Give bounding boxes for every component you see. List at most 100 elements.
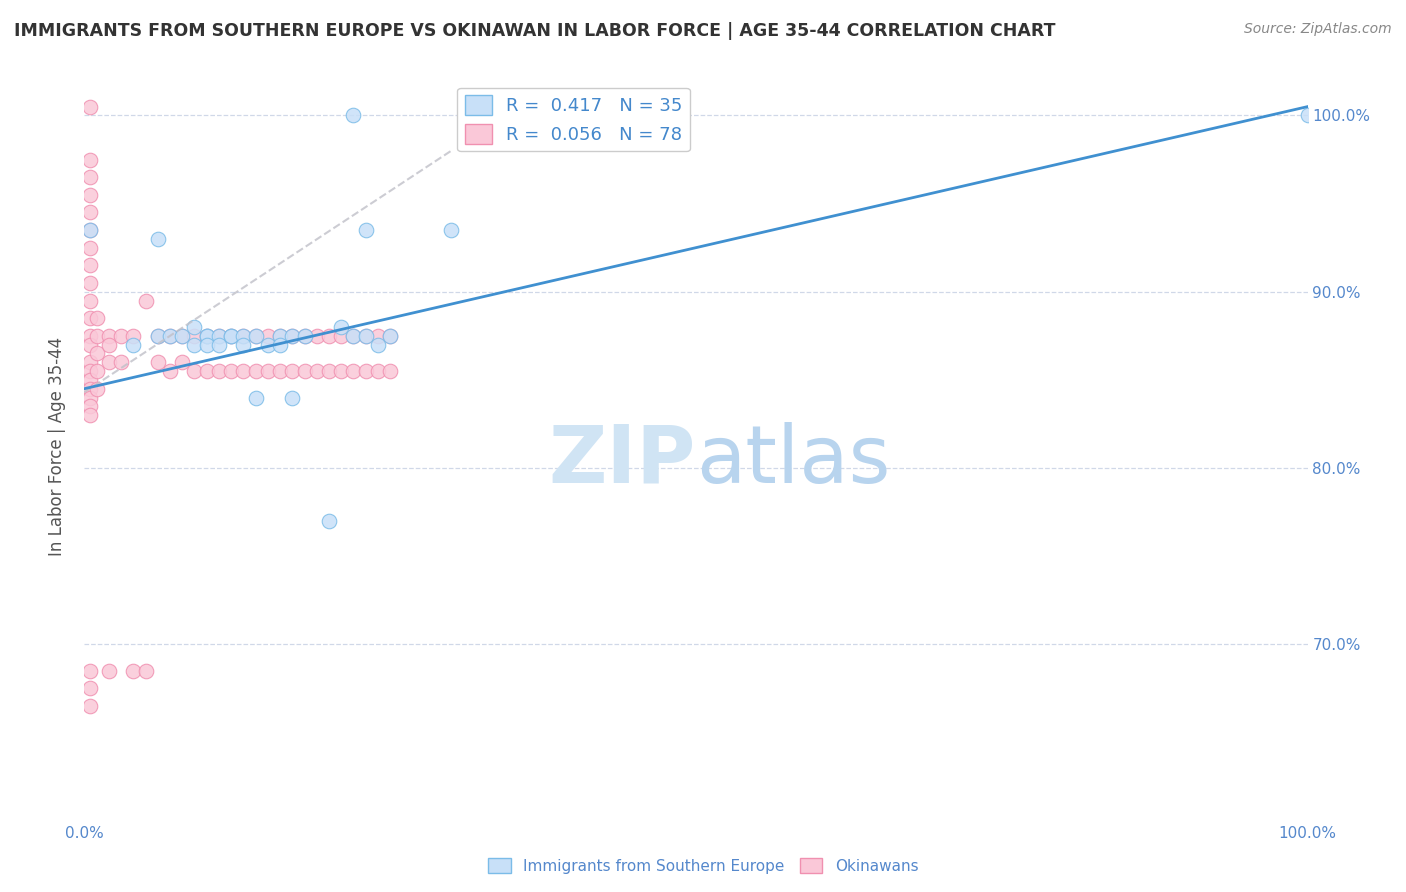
Point xyxy=(305,328,328,343)
Point xyxy=(79,391,101,405)
Point xyxy=(330,328,353,343)
Point xyxy=(79,223,101,237)
Point xyxy=(172,355,194,369)
Point xyxy=(354,364,377,378)
Legend: R =  0.417   N = 35, R =  0.056   N = 78: R = 0.417 N = 35, R = 0.056 N = 78 xyxy=(457,88,690,151)
Point xyxy=(208,328,231,343)
Point xyxy=(219,328,242,343)
Point xyxy=(79,170,101,185)
Point xyxy=(281,364,304,378)
Point xyxy=(79,664,101,678)
Point xyxy=(86,328,108,343)
Point xyxy=(232,364,254,378)
Point xyxy=(318,328,340,343)
Point xyxy=(245,328,267,343)
Point xyxy=(79,293,101,308)
Point xyxy=(330,320,353,334)
Point xyxy=(172,328,194,343)
Text: IMMIGRANTS FROM SOUTHERN EUROPE VS OKINAWAN IN LABOR FORCE | AGE 35-44 CORRELATI: IMMIGRANTS FROM SOUTHERN EUROPE VS OKINA… xyxy=(14,22,1056,40)
Point xyxy=(294,328,316,343)
Point xyxy=(232,328,254,343)
Point xyxy=(79,311,101,326)
Point xyxy=(79,328,101,343)
Point xyxy=(172,328,194,343)
Point xyxy=(257,328,280,343)
Point xyxy=(183,328,205,343)
Text: Source: ZipAtlas.com: Source: ZipAtlas.com xyxy=(1244,22,1392,37)
Point xyxy=(294,364,316,378)
Point xyxy=(208,337,231,351)
Point xyxy=(342,108,364,122)
Point xyxy=(257,364,280,378)
Point xyxy=(97,337,120,351)
Legend: Immigrants from Southern Europe, Okinawans: Immigrants from Southern Europe, Okinawa… xyxy=(482,852,924,880)
Point xyxy=(110,355,132,369)
Point xyxy=(195,328,218,343)
Point xyxy=(79,382,101,396)
Text: ZIP: ZIP xyxy=(548,422,696,500)
Point xyxy=(232,328,254,343)
Point xyxy=(195,337,218,351)
Point xyxy=(159,328,181,343)
Text: atlas: atlas xyxy=(696,422,890,500)
Point xyxy=(367,364,389,378)
Point xyxy=(219,328,242,343)
Point xyxy=(86,311,108,326)
Point xyxy=(97,355,120,369)
Point xyxy=(86,382,108,396)
Point xyxy=(122,337,145,351)
Point xyxy=(269,328,291,343)
Point xyxy=(79,355,101,369)
Point xyxy=(79,681,101,696)
Point xyxy=(146,232,169,246)
Point xyxy=(135,664,157,678)
Point xyxy=(281,328,304,343)
Point xyxy=(380,328,402,343)
Point xyxy=(183,364,205,378)
Point xyxy=(208,328,231,343)
Point xyxy=(342,328,364,343)
Point xyxy=(146,328,169,343)
Point xyxy=(219,364,242,378)
Point xyxy=(79,223,101,237)
Point xyxy=(79,153,101,167)
Point xyxy=(146,328,169,343)
Point xyxy=(159,364,181,378)
Point xyxy=(79,100,101,114)
Point xyxy=(195,364,218,378)
Point xyxy=(146,355,169,369)
Point xyxy=(269,364,291,378)
Point xyxy=(269,337,291,351)
Point xyxy=(257,337,280,351)
Point xyxy=(281,328,304,343)
Point xyxy=(79,364,101,378)
Point xyxy=(183,337,205,351)
Point xyxy=(330,364,353,378)
Y-axis label: In Labor Force | Age 35-44: In Labor Force | Age 35-44 xyxy=(48,336,66,556)
Point xyxy=(79,258,101,272)
Point xyxy=(159,328,181,343)
Point xyxy=(97,328,120,343)
Point xyxy=(269,328,291,343)
Point xyxy=(232,337,254,351)
Point xyxy=(86,346,108,360)
Point xyxy=(354,328,377,343)
Point xyxy=(245,328,267,343)
Point xyxy=(86,364,108,378)
Point xyxy=(79,408,101,422)
Point xyxy=(195,328,218,343)
Point xyxy=(79,187,101,202)
Point xyxy=(208,364,231,378)
Point xyxy=(79,241,101,255)
Point xyxy=(342,328,364,343)
Point xyxy=(281,391,304,405)
Point xyxy=(79,276,101,290)
Point xyxy=(440,223,463,237)
Point xyxy=(318,364,340,378)
Point xyxy=(367,328,389,343)
Point xyxy=(79,699,101,714)
Point xyxy=(294,328,316,343)
Point xyxy=(367,337,389,351)
Point xyxy=(79,337,101,351)
Point xyxy=(135,293,157,308)
